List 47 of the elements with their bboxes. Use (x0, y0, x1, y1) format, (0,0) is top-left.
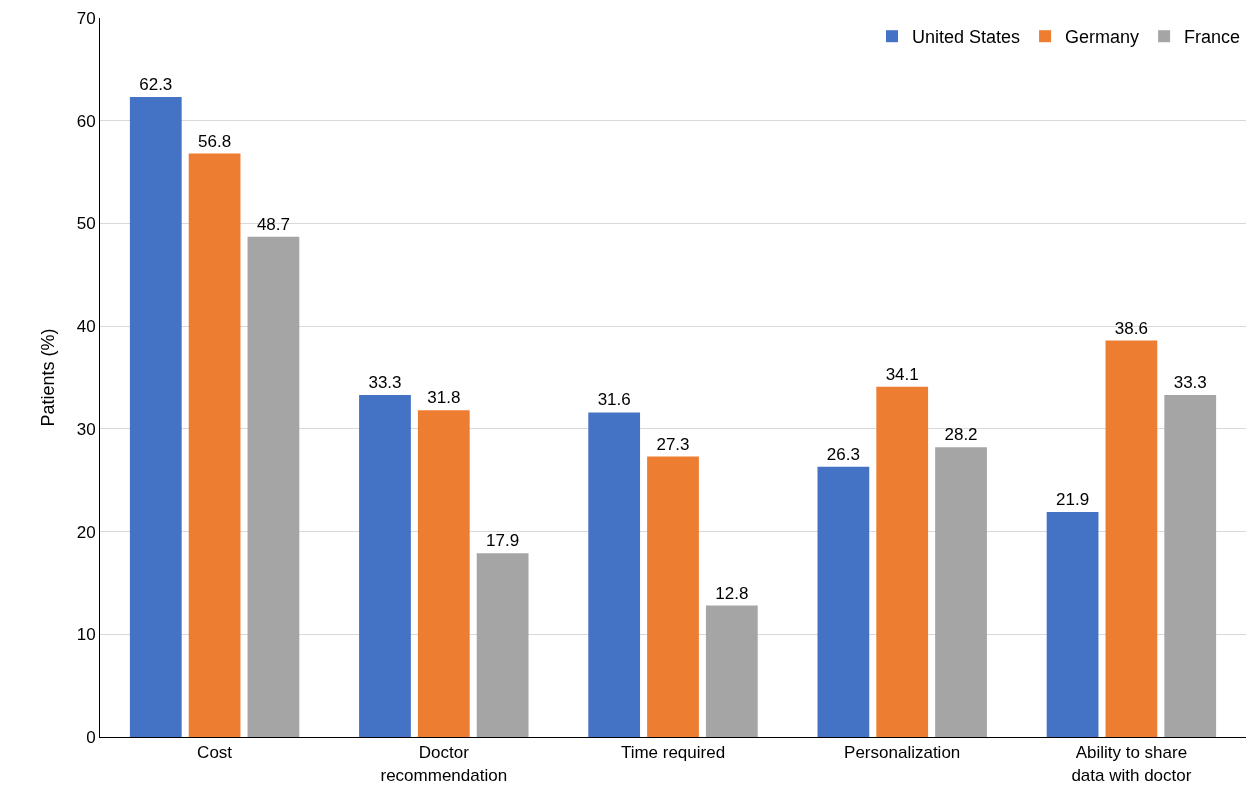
data-label: 33.3 (1173, 372, 1207, 392)
data-label: 31.8 (427, 388, 461, 408)
bar (817, 466, 870, 737)
bar (359, 394, 411, 737)
y-tick-label: 60 (76, 111, 96, 131)
y-tick-label: 0 (86, 727, 96, 747)
bar (1105, 340, 1158, 737)
legend-label: Germany (1065, 27, 1140, 48)
legend-label: France (1184, 27, 1241, 48)
bar (588, 412, 641, 737)
data-label: 38.6 (1114, 318, 1148, 338)
y-tick-label: 50 (76, 214, 96, 234)
y-tick-label: 30 (76, 419, 96, 439)
bar (247, 236, 300, 737)
x-tick-label: Ability to share data with doctor (1071, 743, 1192, 785)
bar (647, 456, 699, 737)
bar (935, 447, 987, 737)
y-tick-label: 40 (76, 317, 96, 337)
data-label: 12.8 (715, 583, 749, 603)
x-tick-label: Personalization (844, 743, 961, 763)
data-label: 62.3 (139, 75, 173, 95)
y-tick-label: 20 (76, 522, 96, 542)
data-label: 27.3 (656, 434, 690, 454)
y-tick-label: 10 (76, 625, 96, 645)
bar (188, 153, 241, 737)
data-label: 34.1 (885, 364, 919, 384)
data-label: 26.3 (826, 444, 860, 464)
y-tick-label: 70 (76, 8, 96, 28)
data-label: 28.2 (944, 425, 978, 445)
bar (129, 97, 182, 737)
data-label: 17.9 (486, 531, 520, 551)
bar (1046, 512, 1099, 737)
y-axis-title: Patients (%) (38, 328, 58, 427)
data-label: 56.8 (198, 131, 232, 151)
bar (876, 386, 929, 737)
data-label: 48.7 (256, 214, 290, 234)
x-tick-label: Cost (197, 743, 233, 763)
bar (417, 410, 470, 737)
x-tick-label: Doctor recommendation (380, 743, 508, 785)
bar (476, 553, 529, 737)
legend-label: United States (912, 27, 1021, 48)
bar (1164, 394, 1217, 737)
data-label: 21.9 (1056, 490, 1090, 510)
data-label: 31.6 (597, 390, 631, 410)
x-tick-label: Time required (620, 743, 726, 763)
bar (705, 605, 758, 737)
data-label: 33.3 (368, 372, 402, 392)
